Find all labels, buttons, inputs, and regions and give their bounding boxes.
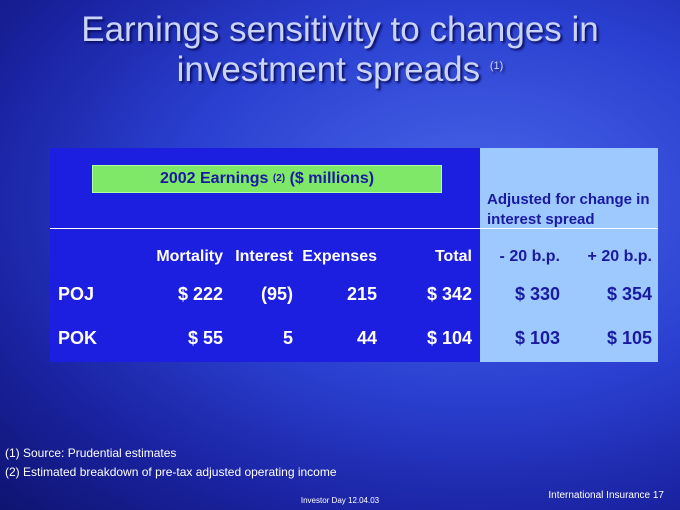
group-text: 2002 Earnings [159,170,269,187]
column-header: Mortality [156,248,223,265]
table-cell: 44 [356,328,377,348]
column-header: Total [434,248,472,265]
title-text: investment spreads [176,50,481,89]
table-cell: 215 [346,284,377,304]
table-cell: 5 [282,328,293,348]
table-cell: $ 330 [514,284,560,304]
page-number: 17 [652,490,664,501]
table-cell: (95) [260,284,293,304]
title-line: investment spreads (1) [0,50,680,90]
group-unit: ($ millions) [289,170,375,187]
title-line: Earnings sensitivity to changes in [81,10,599,49]
row-label: POJ [58,284,95,304]
footer-section: International Insurance 17 [548,490,664,501]
table-cell: $ 342 [426,284,472,304]
row-label: POK [58,328,98,348]
footer-event: Investor Day 12.04.03 [300,496,380,505]
title-note: (1) [489,60,504,72]
rule [50,228,658,229]
table-cell: $ 354 [606,284,652,304]
table-cell: $ 104 [426,328,472,348]
column-header: Interest [235,248,293,265]
group-note: (2) [272,173,286,184]
footnote: (2) Estimated breakdown of pre-tax adjus… [5,465,337,479]
table-cell: $ 103 [514,328,560,348]
footnote: (1) Source: Prudential estimates [5,446,177,460]
group-label: 2002 Earnings (2) ($ millions) [92,165,442,193]
column-header: - 20 b.p. [499,248,560,265]
table-cell: $ 55 [187,328,223,348]
table-cell: $ 105 [606,328,652,348]
section: International Insurance [548,490,651,501]
column-header: + 20 b.p. [587,248,652,265]
adjusted-panel [480,148,658,362]
adjusted-label: Adjusted for change in interest spread [487,191,650,228]
column-header: Expenses [302,248,377,265]
table-cell: $ 222 [177,284,223,304]
